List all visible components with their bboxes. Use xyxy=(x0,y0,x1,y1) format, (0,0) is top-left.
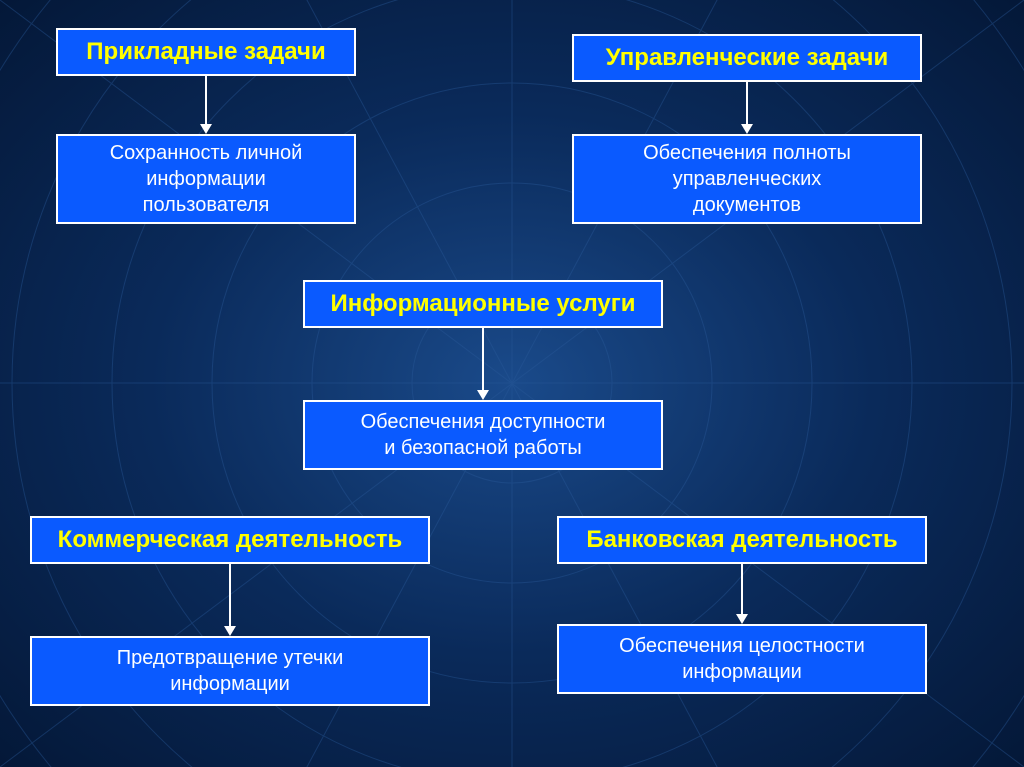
node-n8: Банковская деятельность xyxy=(557,516,927,564)
arrow-line-1 xyxy=(746,82,748,124)
arrow-line-0 xyxy=(205,76,207,124)
arrow-line-2 xyxy=(482,328,484,390)
node-n10: Обеспечения целостности информации xyxy=(557,624,927,694)
arrow-head-1 xyxy=(741,124,753,134)
node-n1: Прикладные задачи xyxy=(56,28,356,76)
arrow-head-0 xyxy=(200,124,212,134)
node-n6: Обеспечения доступности и безопасной раб… xyxy=(303,400,663,470)
arrow-head-4 xyxy=(736,614,748,624)
arrow-head-3 xyxy=(224,626,236,636)
node-n2: Управленческие задачи xyxy=(572,34,922,82)
node-n9: Предотвращение утечки информации xyxy=(30,636,430,706)
arrow-line-3 xyxy=(229,564,231,626)
node-n3: Сохранность личной информации пользовате… xyxy=(56,134,356,224)
node-n7: Коммерческая деятельность xyxy=(30,516,430,564)
node-n5: Информационные услуги xyxy=(303,280,663,328)
node-n4: Обеспечения полноты управленческих докум… xyxy=(572,134,922,224)
arrow-line-4 xyxy=(741,564,743,614)
arrow-head-2 xyxy=(477,390,489,400)
